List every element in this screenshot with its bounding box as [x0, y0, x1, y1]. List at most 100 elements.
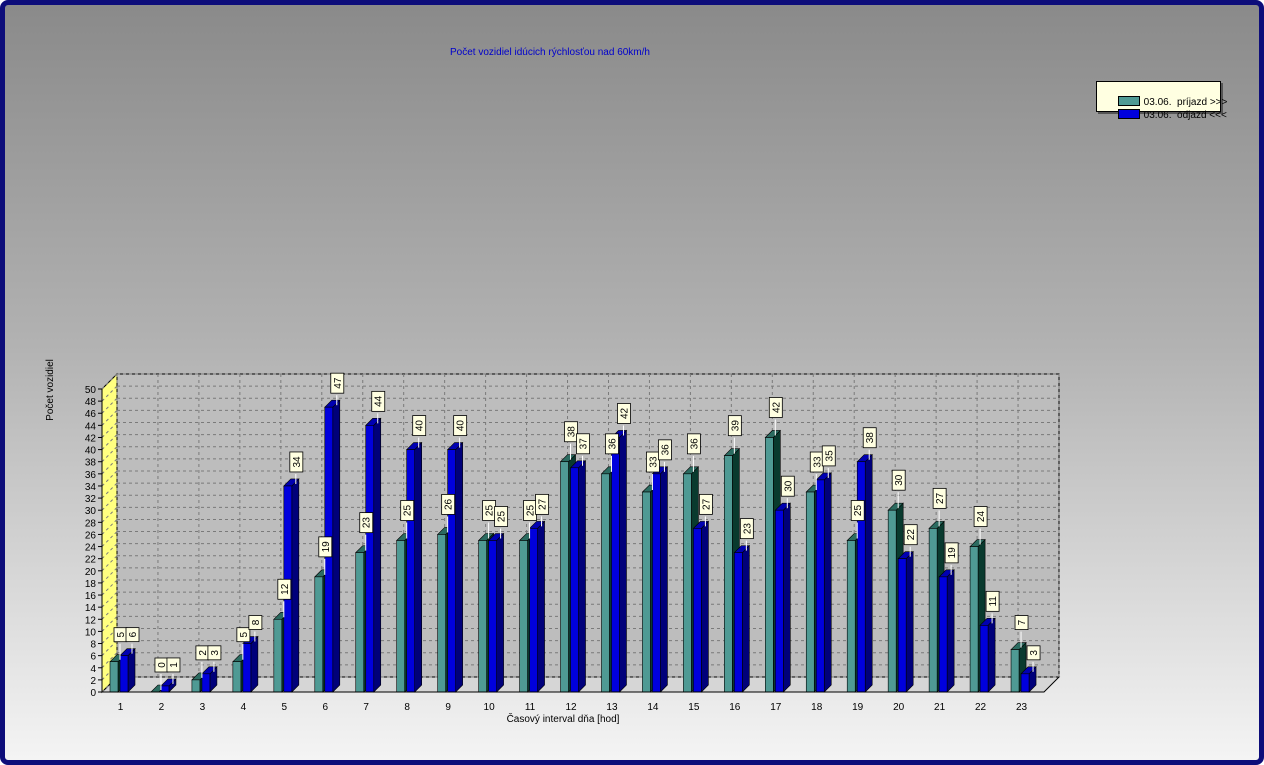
x-tick-label: 14	[647, 702, 659, 713]
y-tick-label: 10	[85, 627, 97, 638]
svg-text:11: 11	[988, 596, 999, 607]
bar-odjazd	[446, 441, 464, 693]
data-label-odjazd: 42	[617, 403, 631, 436]
x-axis-title: Časový interval dňa [hod]	[507, 712, 620, 725]
data-label-prijazd: 25	[850, 500, 865, 539]
y-tick-label: 2	[90, 676, 96, 687]
data-label-prijazd: 25	[523, 500, 537, 539]
y-tick-label: 28	[85, 518, 97, 529]
svg-text:37: 37	[579, 438, 590, 450]
y-tick-label: 34	[85, 482, 97, 493]
legend-label-prijazd: 03.06. príjazd >>>	[1143, 97, 1228, 108]
bar-odjazd	[119, 647, 136, 693]
y-tick-label: 18	[85, 579, 97, 590]
svg-text:3: 3	[1029, 650, 1040, 656]
svg-text:33: 33	[648, 456, 659, 468]
y-tick-label: 36	[85, 470, 97, 481]
y-tick-label: 48	[85, 397, 97, 408]
svg-text:36: 36	[689, 438, 700, 450]
x-tick-label: 10	[484, 702, 496, 713]
svg-text:36: 36	[660, 444, 671, 456]
legend-item-odjazd: 03.06. odjazd <<<	[1101, 97, 1227, 121]
bar-odjazd	[651, 466, 669, 693]
chart-title: Počet vozidiel idúcich rýchlosťou nad 60…	[450, 47, 650, 58]
svg-text:38: 38	[865, 432, 876, 444]
plot-back-wall	[116, 373, 1060, 678]
bar-odjazd	[979, 617, 996, 693]
svg-text:7: 7	[1017, 619, 1028, 625]
x-tick-label: 2	[159, 702, 165, 713]
x-tick-label: 17	[770, 702, 782, 713]
svg-text:25: 25	[403, 505, 414, 517]
data-label-prijazd: 30	[891, 469, 906, 509]
svg-text:27: 27	[935, 492, 946, 504]
x-tick-label: 13	[606, 702, 618, 713]
data-label-odjazd: 1	[166, 657, 181, 684]
data-label-prijazd: 42	[768, 397, 783, 436]
svg-text:1: 1	[169, 662, 180, 668]
svg-text:26: 26	[444, 498, 455, 510]
data-label-prijazd: 27	[932, 487, 947, 527]
svg-text:27: 27	[701, 498, 712, 510]
x-tick-label: 21	[934, 702, 946, 713]
x-tick-label: 22	[975, 702, 987, 713]
y-tick-label: 4	[90, 664, 96, 675]
svg-text:2: 2	[198, 650, 209, 656]
data-label-prijazd: 24	[973, 506, 988, 545]
data-label-prijazd: 5	[236, 627, 251, 660]
data-label-prijazd: 36	[686, 433, 701, 472]
data-label-prijazd: 0	[154, 657, 169, 690]
x-tick-label: 11	[525, 702, 536, 713]
x-tick-label: 23	[1016, 702, 1028, 713]
bar-odjazd	[610, 429, 628, 693]
svg-text:8: 8	[251, 619, 262, 625]
x-tick-label: 19	[852, 702, 864, 713]
svg-text:35: 35	[824, 450, 835, 462]
svg-text:23: 23	[362, 517, 373, 529]
data-label-prijazd: 25	[400, 500, 415, 539]
legend-swatch-prijazd	[1117, 96, 1140, 106]
legend: 03.06. príjazd >>> 03.06. odjazd <<<	[1096, 81, 1227, 121]
data-label-odjazd: 30	[780, 475, 795, 509]
y-tick-label: 20	[85, 567, 97, 578]
svg-text:42: 42	[619, 407, 630, 419]
x-tick-label: 18	[811, 702, 823, 713]
data-label-prijazd: 23	[359, 512, 374, 551]
x-tick-label: 7	[363, 702, 369, 713]
y-tick-label: 46	[85, 409, 97, 420]
bar-odjazd	[569, 460, 587, 693]
svg-text:44: 44	[374, 395, 385, 407]
svg-text:5: 5	[239, 631, 250, 637]
svg-text:40: 40	[415, 420, 426, 432]
svg-text:24: 24	[976, 511, 987, 523]
svg-text:19: 19	[947, 547, 958, 559]
data-label-odjazd: 44	[371, 390, 386, 424]
svg-text:40: 40	[456, 420, 467, 432]
svg-text:3: 3	[210, 650, 221, 656]
y-tick-label: 12	[85, 615, 97, 626]
legend-swatch-odjazd	[1117, 109, 1140, 119]
x-tick-label: 20	[893, 702, 905, 713]
svg-text:25: 25	[853, 505, 864, 517]
data-label-odjazd: 40	[412, 415, 427, 448]
x-tick-label: 1	[118, 702, 124, 713]
svg-text:22: 22	[906, 529, 917, 541]
bar-odjazd	[774, 502, 792, 693]
data-label-prijazd: 26	[441, 494, 456, 533]
svg-text:5: 5	[116, 631, 127, 637]
svg-text:38: 38	[567, 426, 578, 438]
svg-text:27: 27	[538, 498, 549, 510]
data-label-odjazd: 38	[862, 427, 877, 460]
data-label-prijazd: 39	[727, 415, 742, 454]
plot-side-wall	[101, 372, 118, 694]
y-tick-label: 24	[85, 543, 97, 554]
bar-odjazd	[692, 520, 710, 693]
svg-text:0: 0	[157, 662, 168, 668]
y-tick-label: 38	[85, 458, 97, 469]
x-tick-label: 16	[729, 702, 741, 713]
bar-odjazd	[528, 520, 546, 693]
data-label-prijazd: 12	[277, 578, 292, 618]
svg-text:36: 36	[607, 438, 618, 450]
